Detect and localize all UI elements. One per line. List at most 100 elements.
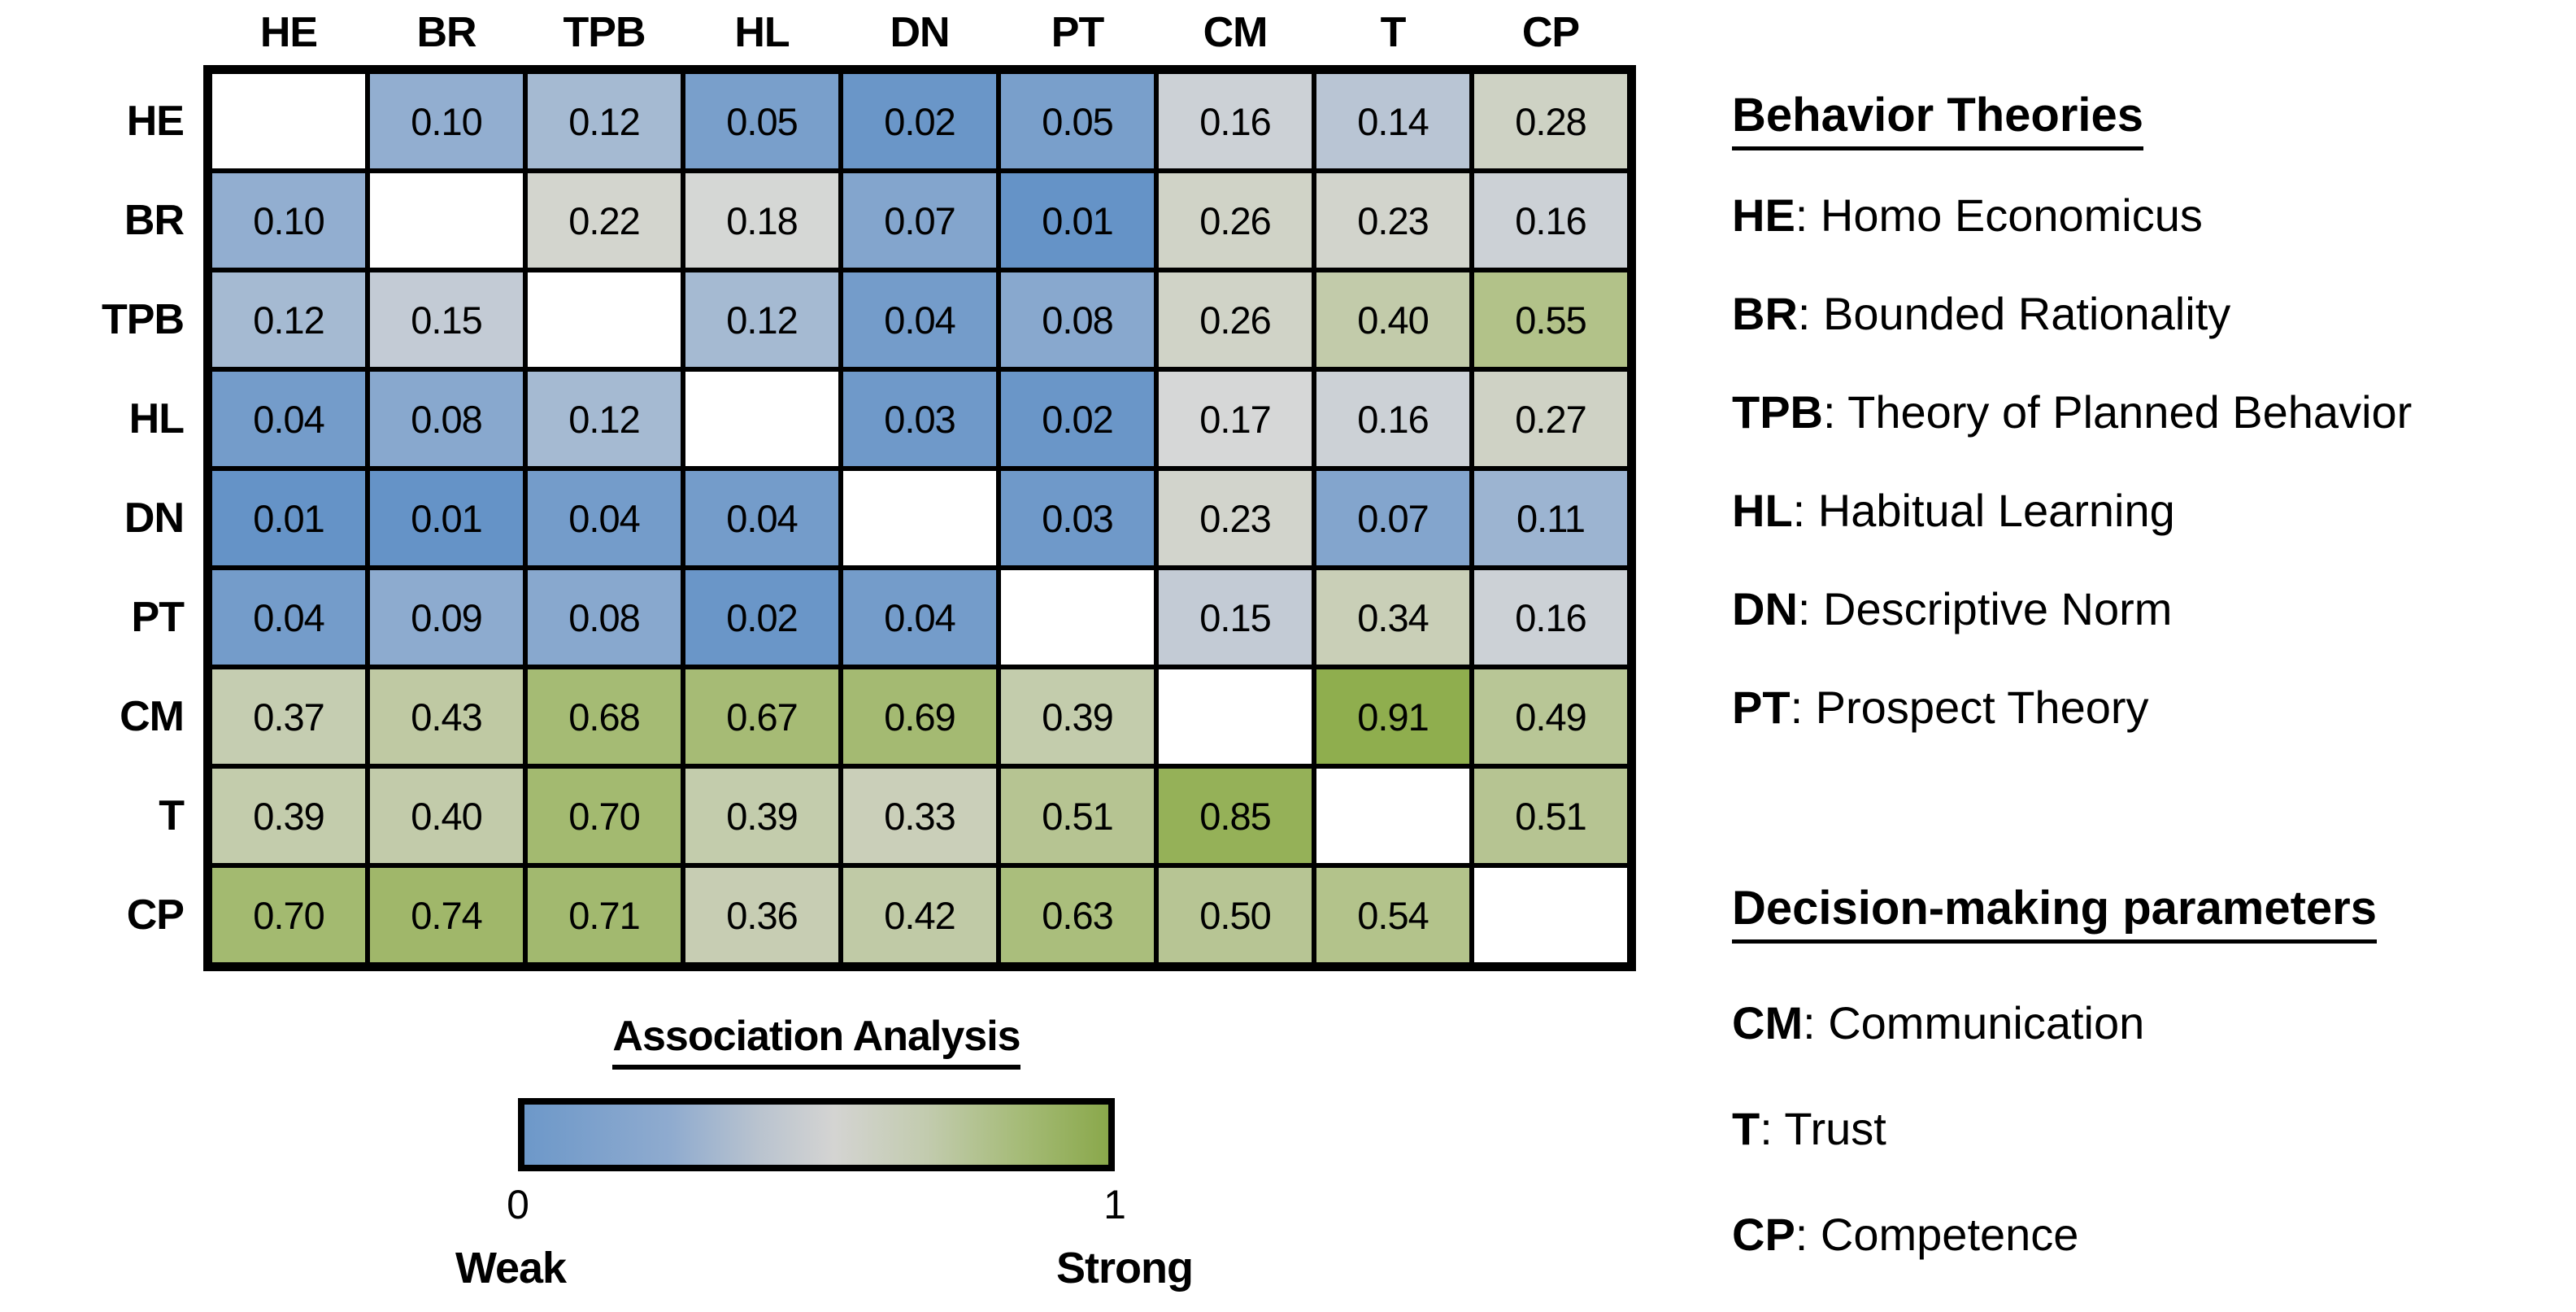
behavior-theories-title: Behavior Theories (1732, 89, 2576, 150)
matrix-cell-t-t (1314, 766, 1472, 865)
matrix-cell-hl-tpb: 0.12 (525, 369, 683, 469)
decision-parameters-title: Decision-making parameters (1732, 882, 2576, 944)
matrix-cell-tpb-cp: 0.55 (1472, 270, 1630, 369)
matrix-row-label-pt: PT (131, 594, 185, 641)
matrix-cell-he-pt: 0.05 (999, 72, 1156, 171)
matrix-col-header-dn: DN (890, 9, 950, 56)
sidebar-item-abbr: HE (1732, 189, 1795, 241)
matrix-cell-t-cp: 0.51 (1472, 766, 1630, 865)
matrix-cell-hl-pt: 0.02 (999, 369, 1156, 469)
sidebar-item-abbr: PT (1732, 681, 1791, 733)
matrix-cell-hl-he: 0.04 (210, 369, 368, 469)
sidebar-item-cp: CP: Competence (1732, 1205, 2576, 1263)
sidebar-item-br: BR: Bounded Rationality (1732, 284, 2576, 342)
matrix-cell-br-hl: 0.18 (683, 171, 841, 270)
sidebar-item-abbr: HL (1732, 484, 1793, 536)
sidebar-item-abbr: CM (1732, 996, 1804, 1048)
matrix-cell-cp-tpb: 0.71 (525, 865, 683, 965)
matrix-cell-hl-br: 0.08 (368, 369, 525, 469)
matrix-cell-cm-br: 0.43 (368, 667, 525, 766)
sidebar-item-abbr: TPB (1732, 386, 1823, 438)
matrix-cell-pt-br: 0.09 (368, 568, 525, 667)
sidebar-item-name: : Trust (1760, 1102, 1886, 1154)
sidebar-item-abbr: T (1732, 1102, 1760, 1154)
matrix-row-label-cp: CP (126, 891, 185, 939)
matrix-cell-pt-tpb: 0.08 (525, 568, 683, 667)
matrix-row-label-t: T (159, 792, 185, 839)
matrix-cell-br-pt: 0.01 (999, 171, 1156, 270)
matrix-row-label-br: BR (124, 197, 185, 244)
matrix-cell-dn-tpb: 0.04 (525, 469, 683, 568)
matrix-cell-cm-hl: 0.67 (683, 667, 841, 766)
matrix-col-header-hl: HL (734, 9, 790, 56)
matrix-cell-hl-hl (683, 369, 841, 469)
matrix-cell-he-tpb: 0.12 (525, 72, 683, 171)
colorbar-gradient (518, 1098, 1115, 1171)
matrix-row-label-he: HE (126, 98, 185, 145)
matrix-cell-cp-cm: 0.50 (1156, 865, 1314, 965)
sidebar-item-cm: CM: Communication (1732, 993, 2576, 1052)
matrix-cell-tpb-tpb (525, 270, 683, 369)
sidebar-item-dn: DN: Descriptive Norm (1732, 579, 2576, 638)
matrix-cell-hl-cp: 0.27 (1472, 369, 1630, 469)
legend-title: Association Analysis (410, 1012, 1223, 1070)
association-heatmap: 0.10 0.12 0.05 0.02 0.05 0.16 0.14 0.28 0.10 0.22… (203, 65, 1636, 971)
matrix-cell-t-hl: 0.39 (683, 766, 841, 865)
sidebar-item-name: : Bounded Rationality (1797, 287, 2231, 339)
matrix-cell-t-tpb: 0.70 (525, 766, 683, 865)
matrix-cell-cp-he: 0.70 (210, 865, 368, 965)
matrix-cell-he-hl: 0.05 (683, 72, 841, 171)
matrix-cell-t-he: 0.39 (210, 766, 368, 865)
matrix-cell-pt-he: 0.04 (210, 568, 368, 667)
matrix-cell-cm-cp: 0.49 (1472, 667, 1630, 766)
matrix-cell-br-tpb: 0.22 (525, 171, 683, 270)
sidebar-item-pt: PT: Prospect Theory (1732, 678, 2576, 736)
matrix-cell-dn-dn (841, 469, 999, 568)
matrix-col-header-cp: CP (1521, 9, 1580, 56)
sidebar-item-abbr: DN (1732, 582, 1798, 634)
matrix-column-headers: HE BR TPB HL DN PT CM T CP (210, 7, 1630, 59)
colorbar-max-tick: 1 (1103, 1182, 1126, 1227)
sidebar-item-abbr: BR (1732, 287, 1798, 339)
matrix-col-header-t: T (1380, 9, 1407, 56)
matrix-cell-cp-hl: 0.36 (683, 865, 841, 965)
matrix-cell-pt-dn: 0.04 (841, 568, 999, 667)
matrix-cell-cm-dn: 0.69 (841, 667, 999, 766)
matrix-col-header-pt: PT (1051, 9, 1104, 56)
sidebar-item-name: : Communication (1803, 996, 2145, 1048)
matrix-cell-br-dn: 0.07 (841, 171, 999, 270)
matrix-cell-cm-cm (1156, 667, 1314, 766)
matrix-cell-pt-t: 0.34 (1314, 568, 1472, 667)
matrix-cell-he-cm: 0.16 (1156, 72, 1314, 171)
sidebar-item-tpb: TPB: Theory of Planned Behavior (1732, 382, 2576, 441)
matrix-cell-he-t: 0.14 (1314, 72, 1472, 171)
matrix-cell-he-cp: 0.28 (1472, 72, 1630, 171)
matrix-cell-pt-cp: 0.16 (1472, 568, 1630, 667)
matrix-col-header-he: HE (259, 9, 318, 56)
matrix-cell-he-dn: 0.02 (841, 72, 999, 171)
matrix-cell-dn-hl: 0.04 (683, 469, 841, 568)
matrix-cell-cp-br: 0.74 (368, 865, 525, 965)
matrix-cell-dn-t: 0.07 (1314, 469, 1472, 568)
matrix-row-label-cm: CM (120, 693, 185, 740)
colorbar-weak-label: Weak (455, 1244, 567, 1292)
matrix-cell-tpb-t: 0.40 (1314, 270, 1472, 369)
sidebar-item-he: HE: Homo Economicus (1732, 185, 2576, 244)
matrix-cell-tpb-cm: 0.26 (1156, 270, 1314, 369)
matrix-col-header-cm: CM (1203, 9, 1268, 56)
matrix-cell-cm-pt: 0.39 (999, 667, 1156, 766)
matrix-cell-tpb-dn: 0.04 (841, 270, 999, 369)
matrix-cell-he-br: 0.10 (368, 72, 525, 171)
matrix-row-label-dn: DN (124, 495, 185, 542)
matrix-col-header-br: BR (416, 9, 476, 56)
matrix-row-label-tpb: TPB (102, 296, 185, 343)
matrix-cell-pt-cm: 0.15 (1156, 568, 1314, 667)
matrix-cell-pt-pt (999, 568, 1156, 667)
matrix-cell-he-he (210, 72, 368, 171)
matrix-cell-tpb-br: 0.15 (368, 270, 525, 369)
matrix-cell-dn-he: 0.01 (210, 469, 368, 568)
sidebar-item-name: : Theory of Planned Behavior (1823, 386, 2413, 438)
sidebar-item-name: : Homo Economicus (1795, 189, 2203, 241)
sidebar-item-name: : Descriptive Norm (1797, 582, 2173, 634)
matrix-cell-br-he: 0.10 (210, 171, 368, 270)
